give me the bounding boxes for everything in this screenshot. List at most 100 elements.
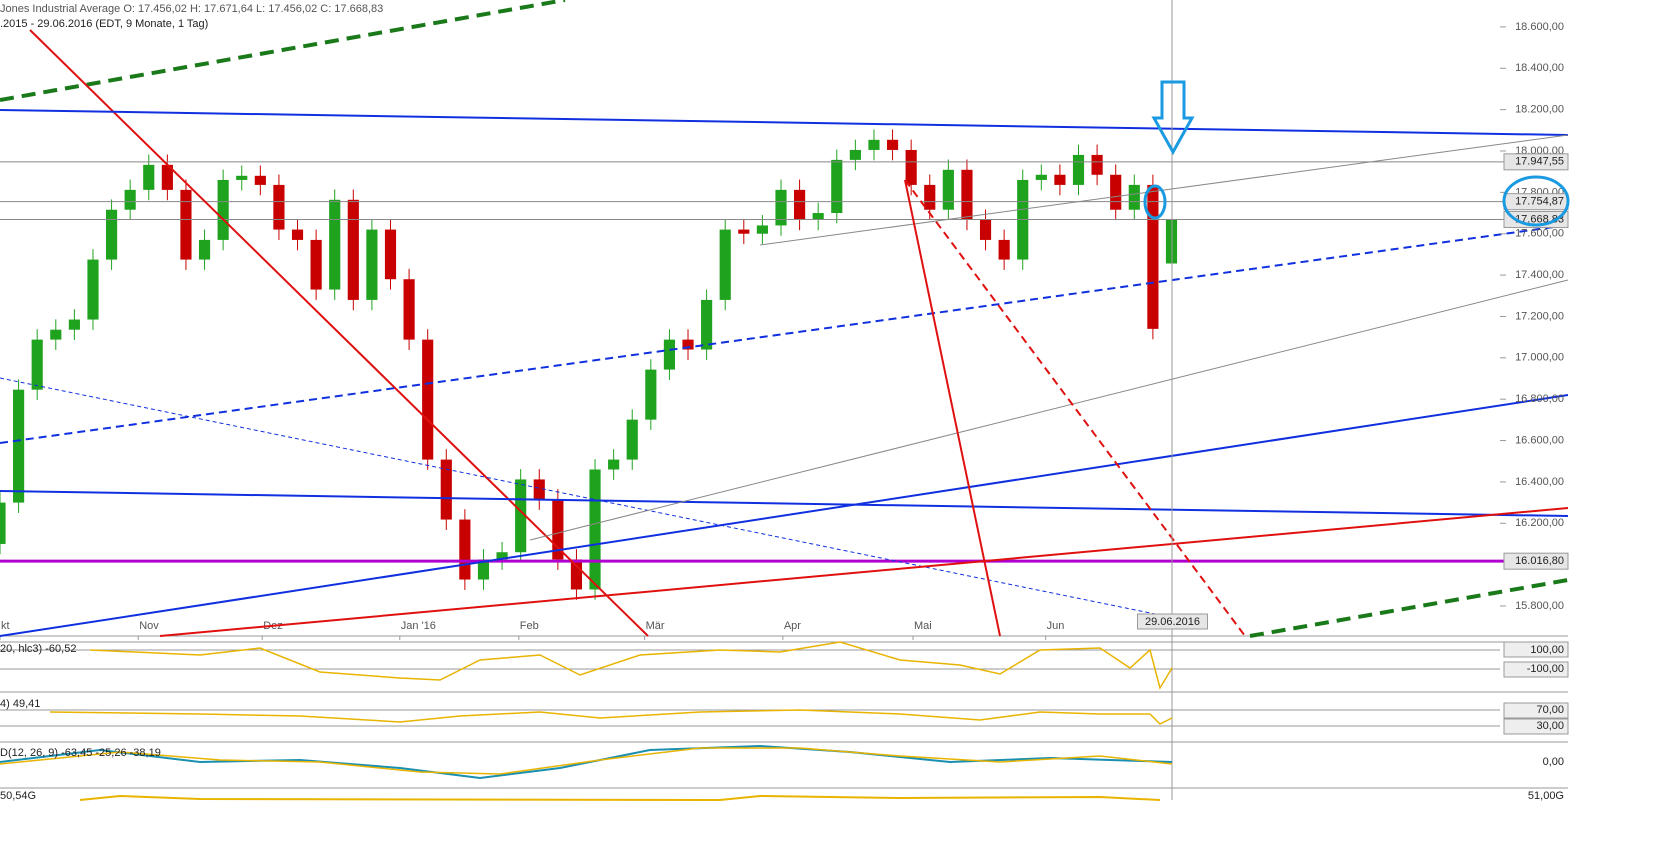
trend-line [0, 109, 1569, 136]
level-box [1503, 718, 1569, 735]
date-marker-box [1136, 613, 1208, 630]
indicator-label: 20, hlc3) -60,52 [0, 643, 76, 655]
candle-body [812, 213, 824, 220]
trend-line [0, 490, 1569, 517]
candle-body [849, 149, 861, 160]
trend-line [904, 179, 1246, 637]
date-marker-label: 29.06.2016 [1145, 616, 1200, 628]
x-tick-label: Mai [914, 620, 932, 632]
candle-body [552, 499, 564, 560]
circle-annotation [1502, 175, 1570, 227]
plot-area: kt Nov Dez Jan '16 Feb Mär Apr Mai Jun [0, 129, 1568, 640]
trend-line [0, 0, 566, 102]
trend-line [1249, 578, 1569, 638]
trend-line [0, 224, 1569, 444]
y-tick-label: 18.200,00 [1515, 104, 1564, 116]
y-tick-label: 18.400,00 [1515, 62, 1564, 74]
candle-body [440, 459, 452, 520]
candle-body [1054, 174, 1066, 185]
candle-body [384, 229, 397, 280]
candle-body [1128, 184, 1140, 210]
indicator-label: D(12, 26, 9) -63,45 -25,26 -38,19 [0, 747, 161, 759]
candle-body [291, 229, 304, 240]
y-tick-label: 17.600,00 [1515, 228, 1564, 240]
candle-body [626, 419, 638, 460]
level-label: 70,00 [1536, 704, 1564, 716]
x-tick-label: Jun [1047, 620, 1065, 632]
x-tick-label: Apr [784, 620, 801, 632]
price-label: 17.754,87 [1515, 196, 1564, 208]
candle-body [794, 189, 806, 220]
candle-body [1165, 219, 1178, 264]
level-label: -100,00 [1527, 663, 1564, 675]
candle-body [366, 229, 378, 300]
candle-body [68, 319, 80, 330]
level-label: 100,00 [1530, 644, 1564, 656]
candle-body [756, 225, 768, 234]
candle-body [570, 559, 583, 590]
candle-body [105, 209, 118, 260]
trend-line [29, 29, 649, 637]
y-tick-label: 16.600,00 [1515, 434, 1564, 446]
y-tick-label: 15.800,00 [1515, 600, 1564, 612]
candle-body [422, 339, 434, 460]
candle-body [31, 339, 43, 390]
candle-body [0, 502, 6, 544]
y-tick-label: 17.400,00 [1515, 269, 1564, 281]
candle-body [1091, 154, 1103, 175]
candle-body [496, 552, 508, 560]
candle-body [701, 299, 713, 350]
candle-body [589, 469, 601, 590]
trend-line [529, 279, 1569, 541]
candle-body [868, 139, 880, 150]
arrow-annotation [1151, 80, 1195, 156]
level-label: 30,00 [1536, 720, 1564, 732]
candle-body [87, 259, 99, 320]
x-tick-label: Mär [646, 620, 665, 632]
macd-line [0, 744, 1173, 780]
candle-body [50, 329, 62, 340]
signal-line [0, 747, 1173, 775]
price-label: 16.016,80 [1515, 555, 1564, 567]
drawings [0, 0, 1569, 800]
price-label-box [1503, 153, 1569, 171]
level-label: 51,00G [1528, 790, 1564, 802]
instrument-header: Jones Industrial Average O: 17.456,02 H:… [0, 3, 383, 15]
candle-body [738, 229, 750, 234]
y-tick-label: 17.000,00 [1515, 352, 1564, 364]
x-tick-label: Jan '16 [401, 620, 436, 632]
candle-body [831, 159, 843, 214]
candle-body [217, 179, 229, 240]
circle-annotation [1143, 184, 1167, 220]
indicator-label: 4) 49,41 [0, 698, 40, 710]
indicator-panels: 20, hlc3) -60,52 100,00 -100,00 4) 49,41… [0, 641, 1569, 802]
candle-body [180, 189, 192, 260]
rsi-line [49, 709, 1173, 725]
candle-body [254, 175, 266, 185]
candle-body [682, 339, 694, 350]
y-tick-label: 16.200,00 [1515, 517, 1564, 529]
candle-body [1110, 174, 1122, 210]
trend-line [759, 134, 1569, 246]
x-tick-label: kt [1, 620, 10, 632]
trend-line [904, 179, 1001, 637]
candle-body [143, 164, 155, 190]
level-box [1503, 641, 1569, 658]
price-axis: 15.800,00 16.200,00 16.400,00 16.600,00 16.8… [1136, 21, 1569, 630]
candle-body [645, 369, 657, 420]
x-tick-label: Nov [139, 620, 159, 632]
y-tick-label: 17.200,00 [1515, 310, 1564, 322]
y-tick-label: 16.800,00 [1515, 393, 1564, 405]
level-label: 0,00 [1543, 756, 1564, 768]
candle-body [1072, 154, 1085, 185]
range-header: .2015 - 29.06.2016 (EDT, 9 Monate, 1 Tag… [0, 18, 208, 30]
candle-body [533, 479, 545, 500]
price-label: 17.947,55 [1515, 156, 1564, 168]
candle-body [924, 184, 936, 210]
candle-body [515, 479, 527, 553]
price-label-box [1503, 552, 1569, 570]
candle-body [329, 199, 341, 290]
candle-body [998, 239, 1010, 260]
